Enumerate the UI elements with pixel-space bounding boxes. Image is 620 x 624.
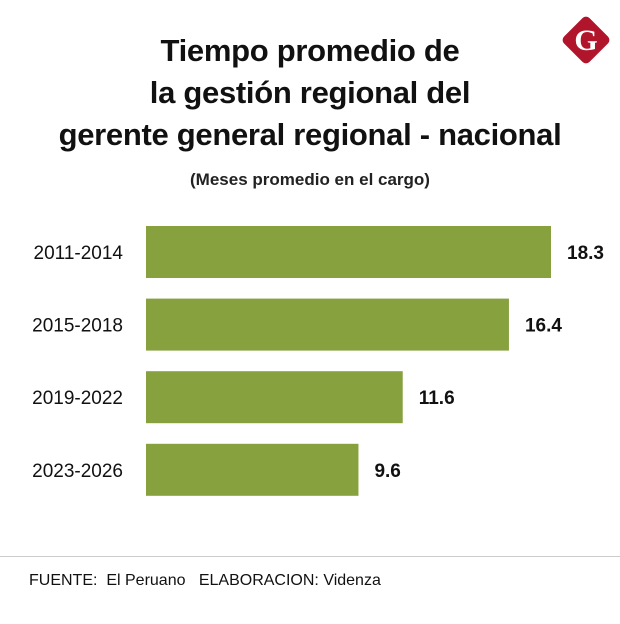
credit-text: ELABORACION: Videnza	[198, 572, 381, 589]
logo-letter: G	[574, 24, 597, 57]
category-label: 2011-2014	[34, 243, 124, 264]
source-text: FUENTE: El Peruano	[29, 572, 186, 589]
brand-logo: G	[562, 16, 610, 64]
value-label: 9.6	[374, 461, 400, 482]
value-label: 18.3	[567, 243, 604, 264]
category-label: 2019-2022	[32, 388, 123, 409]
bar	[146, 226, 551, 278]
value-label: 16.4	[525, 316, 562, 337]
bar	[146, 298, 509, 351]
bar	[146, 443, 359, 496]
bar-chart: 2011-2014 18.3 2015-2018 16.4 2019-2022 11.6 2…	[32, 226, 604, 496]
title-line: Tiempo promedio de	[160, 33, 460, 68]
footer: FUENTE: El Peruano ELABORACION: Videnza	[29, 572, 381, 590]
bar	[146, 371, 403, 424]
title-line: la gestión regional del	[149, 75, 471, 110]
chart-title: Tiempo promedio de la gestión regional d…	[0, 30, 620, 156]
divider	[0, 556, 620, 557]
category-label: 2015-2018	[32, 316, 123, 337]
category-label: 2023-2026	[32, 461, 123, 482]
value-label: 11.6	[419, 388, 455, 409]
chart-subtitle: (Meses promedio en el cargo)	[190, 170, 430, 189]
title-line: gerente general regional - nacional	[58, 117, 562, 152]
